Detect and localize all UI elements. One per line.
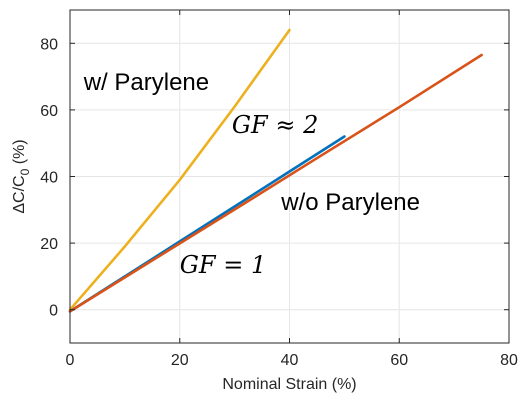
series-line-1: [68, 28, 291, 312]
y-tick-label: 80: [40, 36, 58, 53]
annotation-gf-2: GF ≈ 2: [232, 111, 318, 139]
y-tick-label: 20: [40, 236, 58, 253]
series-lines: [68, 28, 483, 313]
y-axis-label-main: ΔC/C: [11, 175, 28, 213]
annotation-gf-1: GF = 1: [180, 251, 266, 279]
annotation-without-parylene: w/o Parylene: [280, 189, 420, 216]
annotation-with-parylene: w/ Parylene: [83, 69, 209, 96]
x-tick-label: 60: [390, 352, 408, 369]
x-tick-label: 0: [66, 352, 75, 369]
x-tick-label: 80: [500, 352, 518, 369]
y-tick-label: 0: [49, 303, 58, 320]
y-tick-label: 60: [40, 103, 58, 120]
x-tick-label: 20: [171, 352, 189, 369]
x-axis-label: Nominal Strain (%): [222, 376, 356, 393]
y-axis-label-subscript: 0: [18, 168, 32, 175]
y-tick-label: 40: [40, 170, 58, 187]
annotations: w/ Parylene GF ≈ 2 w/o Parylene GF = 1: [83, 69, 420, 279]
series-line-3: [68, 53, 483, 313]
x-tick-label: 40: [281, 352, 299, 369]
y-axis-label: ΔC/C0 (%): [11, 139, 32, 213]
y-axis-label-unit: (%): [11, 139, 28, 168]
axis-ticks: 0 20 40 60 80 0 20 40 60 80: [40, 10, 518, 369]
